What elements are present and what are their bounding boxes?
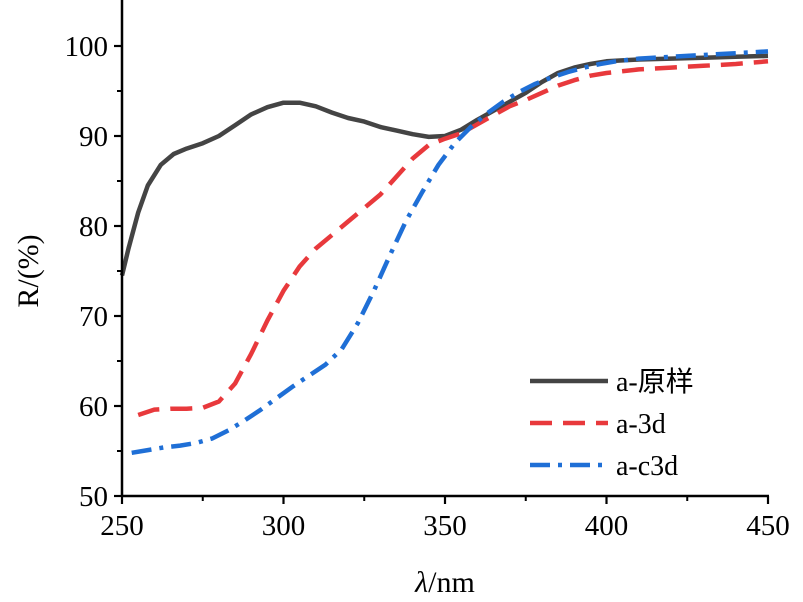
legend: a-原样 a-3d a-c3d — [530, 366, 694, 482]
series-line-3 — [131, 49, 769, 456]
y-tick-label: 100 — [65, 31, 109, 63]
x-tick-label: 400 — [585, 510, 629, 542]
x-tick-label: 450 — [746, 510, 790, 542]
y-tick-label: 70 — [79, 301, 108, 333]
x-tick-label: 250 — [100, 510, 144, 542]
legend-label-1: a-原样 — [616, 366, 694, 398]
legend-label-3: a-c3d — [616, 451, 678, 482]
series-line-1 — [119, 53, 769, 277]
y-tick-label: 60 — [79, 391, 108, 423]
x-axis-symbol: λ — [414, 566, 428, 599]
axes-layer: 50 60 70 80 90 100 250 300 350 400 450 — [65, 0, 790, 542]
y-tick-label: 50 — [79, 481, 108, 513]
y-axis-title: R/(%) — [12, 234, 45, 307]
x-tick-label: 350 — [423, 510, 467, 542]
series-layer — [119, 49, 769, 456]
y-tick-label: 80 — [79, 211, 108, 243]
y-tick-label: 90 — [79, 121, 108, 153]
x-axis-title: λ/nm — [414, 566, 475, 599]
x-tick-label: 300 — [262, 510, 306, 542]
legend-label-2: a-3d — [616, 409, 666, 440]
series-line-2 — [137, 59, 769, 418]
x-axis-unit: /nm — [428, 566, 475, 599]
